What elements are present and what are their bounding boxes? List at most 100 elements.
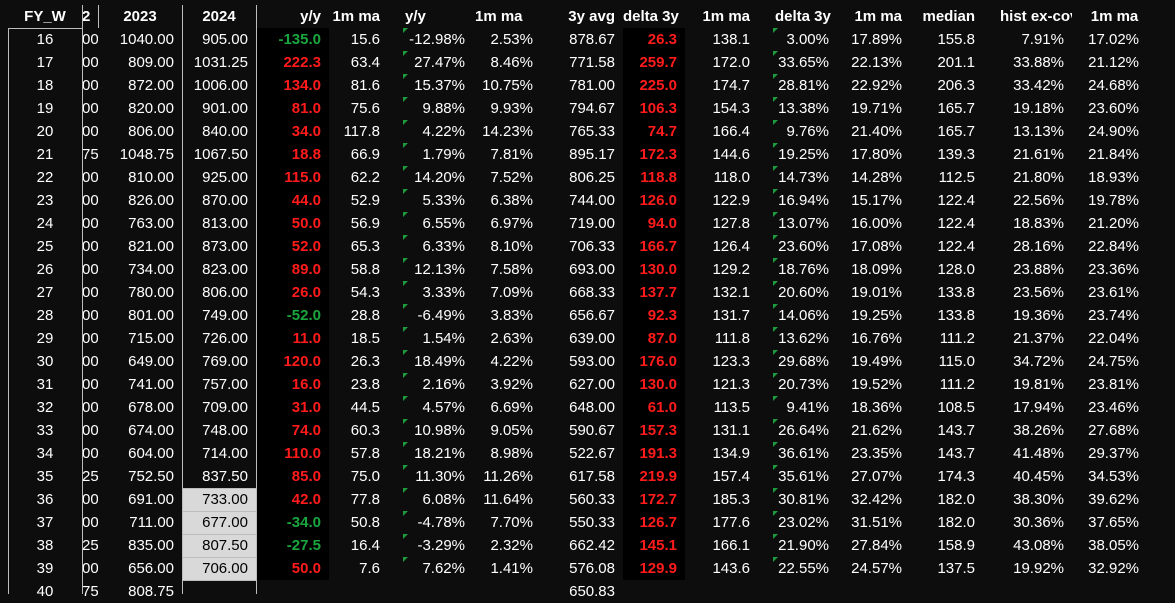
cell-ma-1m-e[interactable]: 27.68% bbox=[1088, 422, 1139, 439]
cell-delta-3y[interactable]: 94.0 bbox=[647, 215, 677, 232]
cell-ma-1m-b[interactable]: 4.22% bbox=[490, 353, 533, 370]
cell-delta-3y-pct[interactable]: 33.65% bbox=[773, 51, 837, 74]
cell-delta-3y-pct[interactable]: 21.90% bbox=[773, 534, 837, 557]
cell-ma-1m-d[interactable]: 19.71% bbox=[851, 100, 902, 117]
cell-ma-1m-d[interactable]: 22.92% bbox=[851, 77, 902, 94]
cell-yy-pct[interactable]: -6.49% bbox=[403, 304, 473, 327]
cell-ma-1m-c[interactable]: 118.0 bbox=[713, 169, 750, 186]
cell-ma-1m-c[interactable]: 129.2 bbox=[712, 261, 750, 278]
cell-col-2022-partial[interactable]: 00 bbox=[82, 445, 98, 462]
cell-yy-pct[interactable]: -4.78% bbox=[403, 511, 473, 534]
cell-ma-1m-e[interactable]: 23.36% bbox=[1088, 261, 1139, 278]
cell-yy-diff[interactable]: 34.0 bbox=[291, 123, 321, 140]
cell-ma-1m-d[interactable]: 16.00% bbox=[851, 215, 902, 232]
cell-ma-1m-a[interactable]: 81.6 bbox=[350, 77, 380, 94]
cell-yy-diff[interactable]: -135.0 bbox=[278, 31, 321, 48]
cell-col-2024[interactable]: 870.00 bbox=[202, 192, 248, 209]
cell-ma-1m-e[interactable]: 23.74% bbox=[1088, 307, 1139, 324]
cell-ma-1m-a[interactable]: 44.5 bbox=[350, 399, 380, 416]
cell-ma-1m-a[interactable]: 75.0 bbox=[350, 468, 380, 485]
cell-ma-1m-d[interactable]: 19.25% bbox=[851, 307, 902, 324]
cell-yy-pct[interactable]: 4.57% bbox=[403, 396, 473, 419]
cell-col-2024[interactable]: 757.00 bbox=[202, 376, 248, 393]
cell-col-2023[interactable]: 691.00 bbox=[128, 491, 174, 508]
cell-avg-3y[interactable]: 781.00 bbox=[569, 77, 615, 94]
cell-delta-3y-pct[interactable]: 23.60% bbox=[773, 235, 837, 258]
cell-col-2022-partial[interactable]: 00 bbox=[82, 261, 98, 278]
cell-avg-3y[interactable]: 576.08 bbox=[569, 560, 615, 577]
cell-yy-pct[interactable]: 6.33% bbox=[403, 235, 473, 258]
cell-ma-1m-a[interactable]: 75.6 bbox=[350, 100, 380, 117]
cell-delta-3y-pct[interactable]: 30.81% bbox=[773, 488, 837, 511]
cell-ma-1m-a[interactable]: 28.8 bbox=[350, 307, 380, 324]
cell-delta-3y[interactable]: 61.0 bbox=[647, 399, 677, 416]
cell-delta-3y-pct[interactable]: 14.73% bbox=[773, 166, 837, 189]
cell-ma-1m-b[interactable]: 7.09% bbox=[490, 284, 533, 301]
header-ma-1m-e[interactable]: 1m ma bbox=[1090, 8, 1139, 25]
cell-hist-ex-covid[interactable] bbox=[998, 580, 1072, 603]
cell-ma-1m-e[interactable]: 23.81% bbox=[1088, 376, 1139, 393]
cell-col-2022-partial[interactable]: 00 bbox=[82, 376, 98, 393]
cell-col-2024[interactable]: 925.00 bbox=[202, 169, 248, 186]
cell-ma-1m-a[interactable]: 54.3 bbox=[350, 284, 380, 301]
cell-ma-1m-b[interactable]: 6.97% bbox=[490, 215, 533, 232]
cell-delta-3y[interactable]: 118.8 bbox=[640, 169, 677, 186]
cell-ma-1m-b[interactable]: 9.05% bbox=[490, 422, 533, 439]
cell-fy-w[interactable]: 17 bbox=[36, 54, 54, 71]
cell-yy-diff[interactable]: 85.0 bbox=[291, 468, 321, 485]
cell-col-2022-partial[interactable]: 00 bbox=[82, 330, 98, 347]
cell-ma-1m-e[interactable]: 18.93% bbox=[1088, 169, 1139, 186]
cell-hist-ex-covid[interactable]: 19.36% bbox=[1013, 307, 1064, 324]
cell-col-2024[interactable]: 807.50 bbox=[182, 534, 256, 557]
cell-ma-1m-e[interactable]: 22.84% bbox=[1088, 238, 1139, 255]
cell-ma-1m-b[interactable]: 3.92% bbox=[490, 376, 533, 393]
cell-col-2022-partial[interactable]: 00 bbox=[82, 31, 98, 48]
cell-delta-3y[interactable]: 74.7 bbox=[647, 123, 677, 140]
cell-col-2024[interactable]: 840.00 bbox=[202, 123, 248, 140]
cell-col-2023[interactable]: 674.00 bbox=[128, 422, 174, 439]
cell-delta-3y-pct[interactable]: 20.60% bbox=[773, 281, 837, 304]
cell-hist-ex-covid[interactable]: 21.80% bbox=[1013, 169, 1064, 186]
cell-yy-diff[interactable]: 16.0 bbox=[291, 376, 321, 393]
cell-ma-1m-b[interactable]: 14.23% bbox=[482, 123, 533, 140]
cell-yy-pct[interactable]: -3.29% bbox=[403, 534, 473, 557]
cell-delta-3y[interactable]: 130.0 bbox=[639, 376, 677, 393]
cell-ma-1m-b[interactable]: 2.32% bbox=[490, 537, 533, 554]
cell-col-2022-partial[interactable]: 00 bbox=[82, 307, 98, 324]
cell-delta-3y[interactable]: 166.7 bbox=[639, 238, 677, 255]
cell-ma-1m-c[interactable]: 166.1 bbox=[712, 537, 750, 554]
cell-col-2022-partial[interactable]: 00 bbox=[82, 215, 98, 232]
cell-fy-w[interactable]: 33 bbox=[36, 422, 54, 439]
cell-col-2023[interactable]: 763.00 bbox=[128, 215, 174, 232]
cell-ma-1m-d[interactable]: 31.51% bbox=[851, 514, 902, 531]
cell-median[interactable]: 165.7 bbox=[937, 123, 975, 140]
cell-delta-3y[interactable]: 126.7 bbox=[639, 514, 677, 531]
cell-ma-1m-d[interactable]: 19.01% bbox=[851, 284, 902, 301]
cell-col-2022-partial[interactable]: 75 bbox=[82, 146, 98, 163]
cell-ma-1m-a[interactable]: 77.8 bbox=[350, 491, 380, 508]
cell-col-2022-partial[interactable]: 75 bbox=[82, 583, 98, 600]
cell-delta-3y[interactable]: 176.0 bbox=[639, 353, 677, 370]
cell-avg-3y[interactable]: 639.00 bbox=[569, 330, 615, 347]
cell-hist-ex-covid[interactable]: 34.72% bbox=[1013, 353, 1064, 370]
cell-col-2024[interactable]: 726.00 bbox=[202, 330, 248, 347]
cell-yy-diff[interactable]: 44.0 bbox=[291, 192, 321, 209]
cell-ma-1m-b[interactable]: 6.69% bbox=[490, 399, 533, 416]
cell-ma-1m-e[interactable]: 38.05% bbox=[1088, 537, 1139, 554]
cell-hist-ex-covid[interactable]: 19.18% bbox=[1013, 100, 1064, 117]
cell-col-2022-partial[interactable]: 00 bbox=[82, 560, 98, 577]
cell-ma-1m-e[interactable]: 23.61% bbox=[1088, 284, 1139, 301]
cell-avg-3y[interactable]: 617.58 bbox=[569, 468, 615, 485]
cell-ma-1m-c[interactable]: 134.9 bbox=[712, 445, 750, 462]
cell-ma-1m-c[interactable]: 143.6 bbox=[712, 560, 750, 577]
cell-yy-pct[interactable]: 6.55% bbox=[403, 212, 473, 235]
cell-fy-w[interactable]: 19 bbox=[36, 100, 54, 117]
cell-col-2023[interactable]: 1048.75 bbox=[119, 146, 174, 163]
cell-yy-pct[interactable]: 7.62% bbox=[403, 557, 473, 580]
cell-ma-1m-b[interactable]: 7.52% bbox=[490, 169, 533, 186]
cell-avg-3y[interactable]: 693.00 bbox=[569, 261, 615, 278]
cell-delta-3y-pct[interactable]: 22.55% bbox=[773, 557, 837, 580]
cell-hist-ex-covid[interactable]: 19.81% bbox=[1013, 376, 1064, 393]
cell-median[interactable]: 165.7 bbox=[937, 100, 975, 117]
